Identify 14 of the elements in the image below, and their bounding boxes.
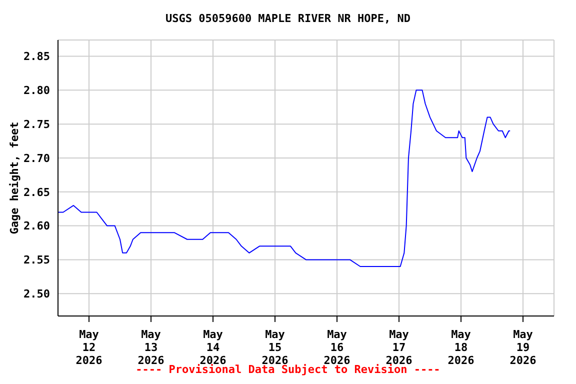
y-tick-label: 2.65 xyxy=(24,186,50,199)
x-tick-label: May 18 2026 xyxy=(448,328,475,367)
x-tick-label: May 12 2026 xyxy=(76,328,103,367)
y-tick-label: 2.80 xyxy=(24,84,50,98)
y-tick-label: 2.75 xyxy=(24,118,50,131)
y-tick-label: 2.50 xyxy=(24,288,50,301)
y-tick-label: 2.70 xyxy=(24,152,50,165)
x-tick-label: May 19 2026 xyxy=(510,328,537,367)
line-series xyxy=(58,90,511,267)
y-tick-label: 2.55 xyxy=(24,254,50,267)
y-tick-label: 2.85 xyxy=(24,50,50,64)
chart-title: USGS 05059600 MAPLE RIVER NR HOPE, ND xyxy=(164,12,412,25)
y-tick-label: 2.60 xyxy=(24,220,50,233)
y-axis-title: Gage height, feet xyxy=(8,122,21,234)
